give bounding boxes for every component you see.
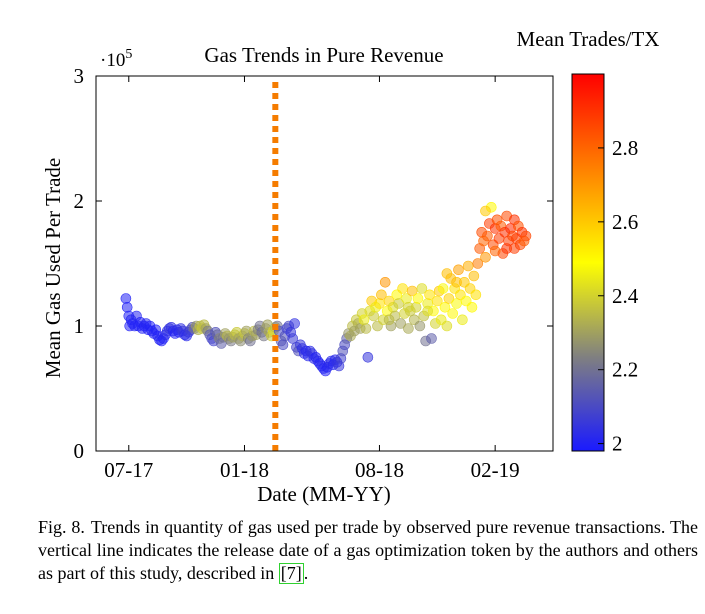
data-point [443, 293, 455, 304]
data-point [468, 270, 480, 282]
data-point [466, 301, 478, 313]
colorbar-tick-label: 2 [612, 432, 623, 456]
data-point [509, 243, 520, 254]
colorbar-ticks: 2 2.2 2.4 2.6 2.8 [598, 136, 639, 456]
data-point [403, 323, 414, 334]
y-tick-label: 3 [74, 64, 85, 88]
y-multiplier-label: ·105 [100, 47, 132, 71]
colorbar-title: Mean Trades/TX [517, 27, 660, 51]
data-point [439, 301, 451, 313]
data-point [368, 310, 380, 322]
colorbar [571, 73, 605, 452]
caption-end: . [303, 563, 309, 583]
figure-caption: Fig. 8. Trends in quantity of gas used pe… [38, 516, 698, 585]
data-point [441, 268, 453, 279]
data-point [441, 320, 453, 332]
data-point [462, 260, 474, 272]
data-point [403, 301, 414, 313]
x-tick-label: 08-18 [355, 458, 404, 482]
data-point [374, 298, 385, 309]
data-point [383, 314, 395, 326]
data-point [414, 320, 426, 332]
data-point [379, 276, 391, 288]
data-point [431, 295, 443, 307]
data-point [482, 230, 493, 242]
data-point [447, 308, 459, 319]
data-point [437, 283, 449, 294]
data-point [453, 264, 464, 276]
x-tick-label: 07-17 [104, 458, 153, 482]
data-point [457, 314, 468, 326]
data-point [120, 293, 132, 304]
plot-area-frame [95, 75, 554, 452]
y-tick-label: 2 [74, 189, 85, 213]
scatter-points [120, 202, 532, 377]
data-point [520, 230, 532, 242]
y-multiplier-exponent: 5 [125, 47, 132, 62]
colorbar-tick-label: 2.2 [612, 358, 638, 382]
data-point [121, 301, 133, 313]
colorbar-tick-label: 2.6 [612, 210, 638, 234]
x-axis-label: Date (MM-YY) [257, 482, 391, 506]
data-point [412, 293, 424, 304]
y-tick-label: 0 [74, 439, 85, 463]
data-point [397, 283, 408, 294]
data-point [416, 283, 428, 294]
x-tick-label: 01-18 [220, 458, 269, 482]
data-point [470, 289, 482, 301]
data-point [358, 314, 370, 326]
data-point [362, 351, 374, 363]
caption-text: Trends in quantity of gas used per trade… [38, 517, 698, 583]
y-tick-label: 1 [74, 314, 85, 338]
citation-link[interactable]: [7] [278, 563, 304, 584]
data-point [360, 323, 372, 334]
colorbar-tick-label: 2.4 [612, 284, 639, 308]
data-point [289, 318, 300, 329]
data-point [480, 251, 491, 263]
data-point [489, 245, 501, 257]
chart-title: Gas Trends in Pure Revenue [204, 43, 443, 67]
colorbar-tick-label: 2.8 [612, 136, 638, 160]
data-point [472, 258, 484, 269]
x-tick-label: 02-19 [471, 458, 520, 482]
x-axis-ticks: 07-17 01-18 08-18 02-19 [104, 76, 520, 482]
data-point [393, 298, 405, 309]
data-point [287, 333, 299, 344]
data-point [277, 339, 289, 351]
y-axis-ticks: 0 1 2 3 [74, 64, 553, 463]
caption-label: Fig. 8. [38, 517, 85, 537]
data-point [376, 289, 387, 301]
data-point [422, 305, 434, 317]
y-axis-label: Mean Gas Used Per Trade [41, 158, 65, 378]
data-point [451, 276, 462, 288]
data-point [480, 205, 491, 217]
data-point [424, 289, 435, 301]
data-point [406, 285, 418, 297]
data-point [395, 318, 407, 329]
data-point [426, 333, 437, 344]
